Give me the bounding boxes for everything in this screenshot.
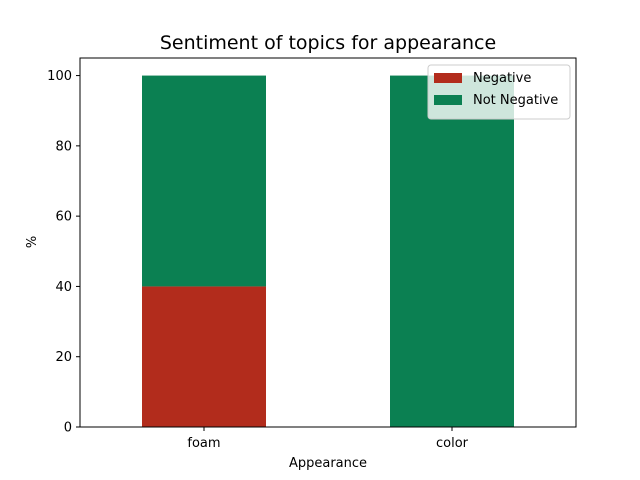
y-tick-label: 100: [47, 69, 72, 84]
x-tick-label-foam: foam: [187, 436, 220, 451]
x-axis-label: Appearance: [289, 456, 367, 471]
y-tick-label: 80: [55, 139, 72, 154]
y-axis-ticks: 0 20 40 60 80 100: [47, 69, 80, 436]
legend-label-negative: Negative: [473, 71, 531, 86]
bars-layer: [142, 75, 514, 428]
bar-foam-not-negative: [142, 75, 266, 287]
chart-legend: Negative Not Negative: [427, 64, 571, 120]
plot-area-frame: [79, 57, 577, 428]
x-axis-ticks: foam color: [187, 427, 469, 451]
axes-layer: [79, 57, 577, 428]
y-tick-label: 40: [55, 280, 72, 295]
y-tick-label: 60: [55, 210, 72, 225]
legend-swatch-negative: [434, 73, 462, 83]
y-axis-label: %: [25, 236, 40, 248]
y-tick-label: 0: [64, 421, 72, 436]
bar-foam-negative: [142, 286, 266, 427]
legend-swatch-not-negative: [434, 95, 462, 105]
chart-title: Sentiment of topics for appearance: [160, 32, 496, 54]
x-tick-label-color: color: [436, 436, 469, 451]
legend-frame: [427, 64, 571, 120]
bar-color-not-negative: [390, 75, 514, 428]
legend-label-not-negative: Not Negative: [473, 93, 558, 108]
y-tick-label: 20: [55, 350, 72, 365]
